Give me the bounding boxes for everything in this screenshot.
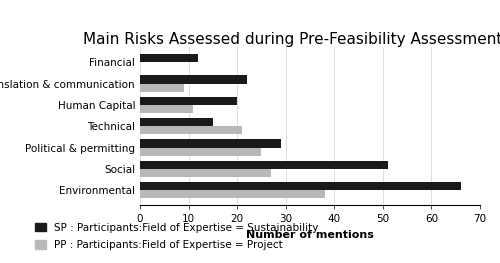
Bar bbox=[140, 118, 213, 126]
Bar bbox=[140, 75, 247, 84]
Bar bbox=[140, 54, 198, 62]
Bar bbox=[140, 148, 262, 156]
Bar bbox=[140, 169, 271, 177]
X-axis label: Number of mentions: Number of mentions bbox=[246, 230, 374, 240]
Title: Main Risks Assessed during Pre-Feasibility Assessment: Main Risks Assessed during Pre-Feasibili… bbox=[84, 32, 500, 47]
Bar bbox=[140, 84, 184, 92]
Bar bbox=[140, 139, 281, 148]
Bar bbox=[140, 182, 460, 190]
Bar bbox=[140, 97, 237, 105]
Bar bbox=[140, 190, 324, 198]
Bar bbox=[140, 126, 242, 134]
Bar bbox=[140, 161, 388, 169]
Legend: SP : Participants:Field of Expertise = Sustainability, PP : Participants:Field o: SP : Participants:Field of Expertise = S… bbox=[30, 218, 324, 255]
Bar bbox=[140, 105, 194, 113]
